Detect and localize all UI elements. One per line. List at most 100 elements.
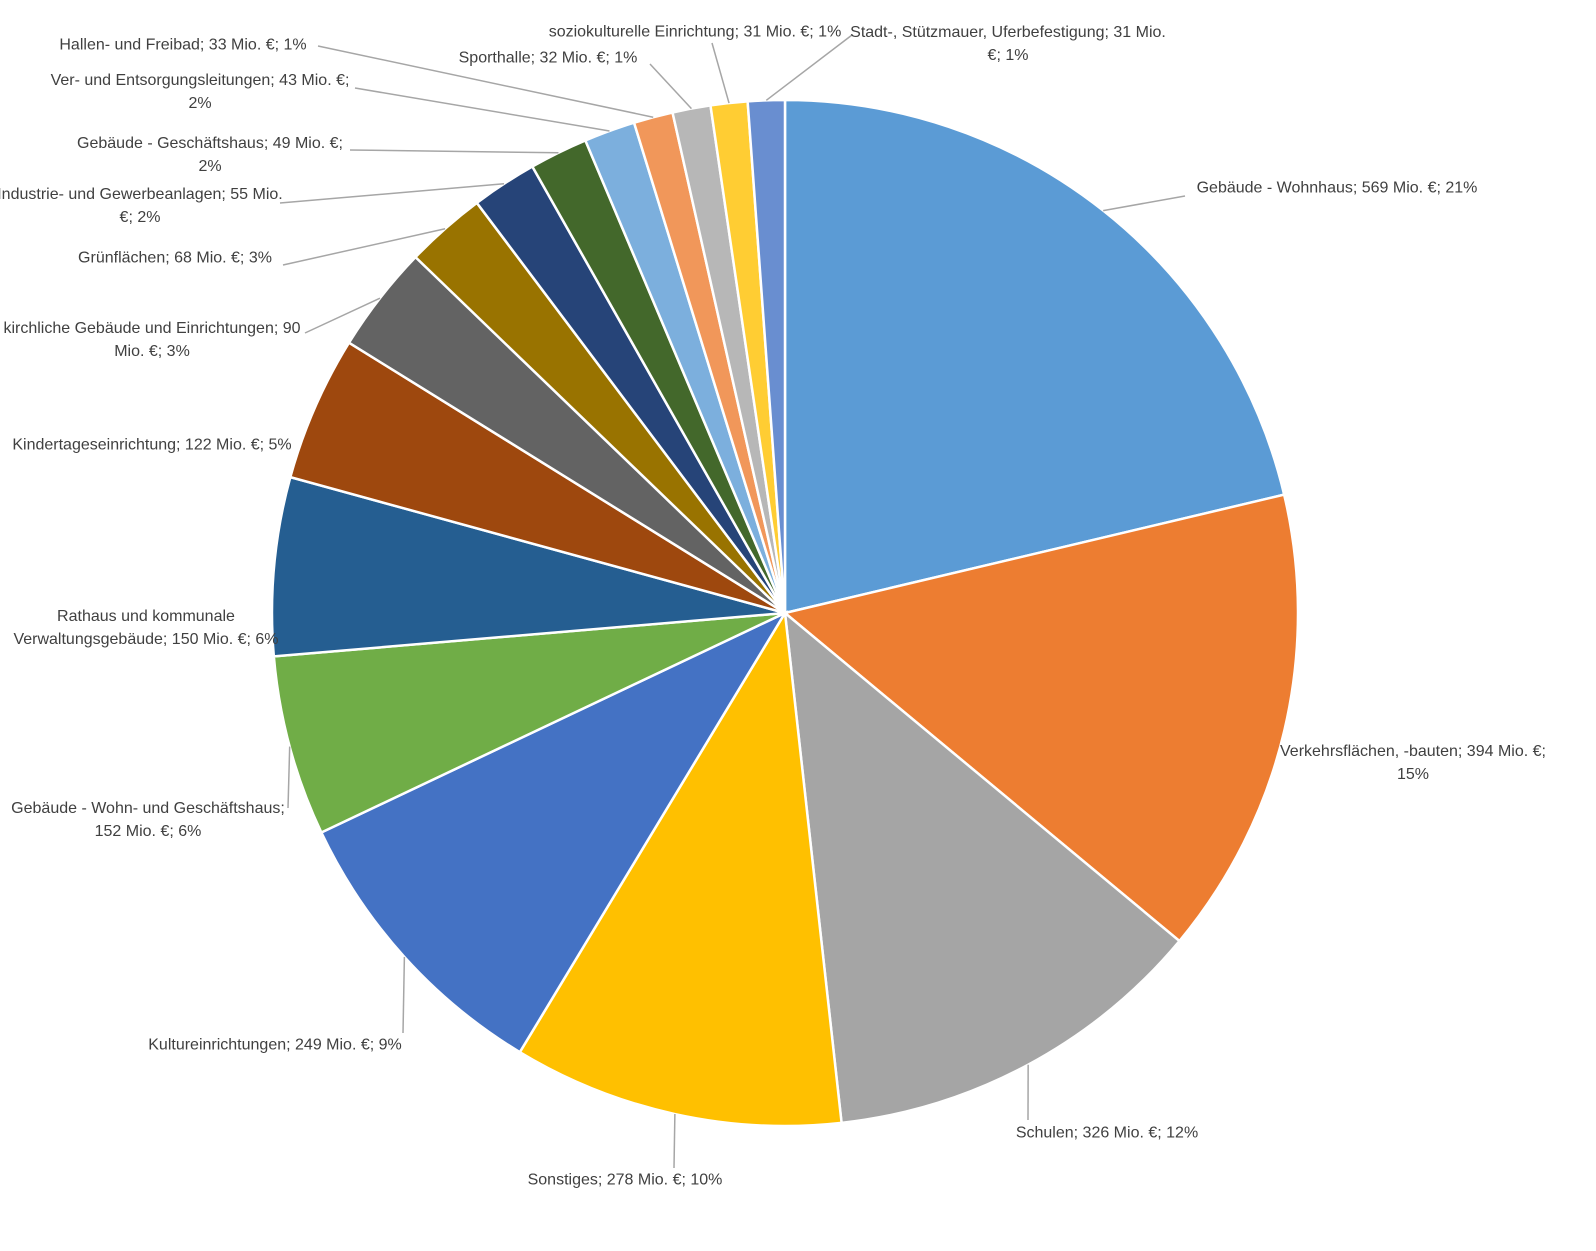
data-label: Hallen- und Freibad; 33 Mio. €; 1% <box>59 34 306 57</box>
label-sep: ; <box>597 1171 607 1189</box>
label-sep: ; <box>273 320 283 337</box>
label-name: kirchliche Gebäude und Einrichtungen <box>3 320 274 337</box>
label-value: 55 Mio. € <box>119 186 283 226</box>
label-value: 394 Mio. € <box>1466 743 1542 760</box>
label-name: Grünflächen <box>78 249 166 267</box>
data-label: Kindertageseinrichtung; 122 Mio. €; 5% <box>12 434 291 457</box>
label-name: Ver- und Entsorgungsleitungen <box>50 72 271 89</box>
label-sep: ; <box>157 343 167 360</box>
label-percent: 1% <box>283 36 307 54</box>
leader-line <box>402 956 406 1034</box>
leader-line <box>1103 195 1186 212</box>
label-sep: ; <box>369 1036 379 1054</box>
label-value: 249 Mio. € <box>295 1036 370 1054</box>
label-sep: ; <box>165 249 175 267</box>
label-value: 150 Mio. € <box>171 631 247 648</box>
label-sep: ; <box>1436 179 1446 197</box>
leader-line <box>673 1114 676 1169</box>
label-value: 33 Mio. € <box>208 36 275 54</box>
label-sep: ; <box>1073 1124 1083 1142</box>
label-sep: ; <box>996 47 1006 64</box>
label-sep: ; <box>1104 24 1114 41</box>
leader-line <box>279 183 505 204</box>
label-sep: ; <box>344 72 350 89</box>
data-label: Grünflächen; 68 Mio. €; 3% <box>78 247 272 270</box>
label-percent: 9% <box>378 1036 402 1054</box>
label-sep: ; <box>199 36 209 54</box>
label-sep: ; <box>259 436 269 454</box>
label-percent: 15% <box>1396 766 1430 783</box>
data-label: kirchliche Gebäude und Einrichtungen; 90… <box>2 317 302 363</box>
label-sep: ; <box>280 800 285 817</box>
label-percent: 3% <box>248 249 272 267</box>
label-name: Hallen- und Freibad <box>59 36 200 54</box>
label-percent: 21% <box>1445 179 1478 197</box>
label-value: 326 Mio. € <box>1082 1124 1158 1142</box>
pie-slice <box>783 610 1182 1125</box>
label-value: 152 Mio. € <box>94 823 170 840</box>
label-name: Sporthalle <box>458 49 531 67</box>
leader-line <box>282 228 446 266</box>
label-sep: ; <box>530 49 540 67</box>
data-label: Kultureinrichtungen; 249 Mio. €; 9% <box>148 1034 402 1057</box>
label-name: Schulen <box>1015 1124 1074 1142</box>
label-sep: ; <box>1157 1124 1167 1142</box>
pie-slice <box>782 493 1300 943</box>
label-sep: ; <box>239 249 249 267</box>
label-percent: 1% <box>614 49 638 67</box>
data-label: Schulen; 326 Mio. €; 12% <box>1016 1122 1198 1145</box>
label-value: 31 Mio. € <box>743 23 810 41</box>
pie-slice <box>783 98 1286 615</box>
data-label: Gebäude - Geschäftshaus; 49 Mio. €; 2% <box>65 132 355 178</box>
label-name: Industrie- und Gewerbeanlagen <box>0 186 222 203</box>
label-sep: ; <box>128 209 138 226</box>
label-sep: ; <box>1352 179 1362 197</box>
label-sep: ; <box>605 49 615 67</box>
leader-line <box>304 297 381 334</box>
label-sep: ; <box>263 135 273 152</box>
data-label: soziokulturelle Einrichtung; 31 Mio. €; … <box>549 21 842 44</box>
pie-slice <box>746 98 787 614</box>
label-sep: ; <box>681 1171 691 1189</box>
data-label: Verkehrsflächen, -bauten; 394 Mio. €; 15… <box>1263 740 1563 786</box>
data-label: Industrie- und Gewerbeanlagen; 55 Mio. €… <box>0 183 285 229</box>
label-name: Gebäude - Wohnhaus <box>1196 179 1353 197</box>
label-percent: 2% <box>188 95 212 112</box>
leader-line <box>349 149 559 154</box>
label-percent: 12% <box>1166 1124 1199 1142</box>
label-sep: ; <box>274 36 284 54</box>
label-name: Sonstiges <box>527 1171 598 1189</box>
label-value: 122 Mio. € <box>184 436 260 454</box>
label-sep: ; <box>734 23 744 41</box>
leader-line <box>649 63 692 110</box>
leader-line <box>354 87 610 132</box>
data-label: Sporthalle; 32 Mio. €; 1% <box>459 47 638 70</box>
leader-line <box>765 34 853 101</box>
label-sep: ; <box>338 135 343 152</box>
label-sep: ; <box>286 1036 296 1054</box>
label-name: Gebäude - Geschäftshaus <box>77 135 264 152</box>
label-percent: 10% <box>690 1171 723 1189</box>
label-value: 278 Mio. € <box>606 1171 682 1189</box>
data-label: Stadt-, Stützmauer, Uferbefestigung; 31 … <box>848 21 1168 67</box>
label-sep: ; <box>176 436 185 454</box>
label-percent: 3% <box>166 343 190 360</box>
data-label: Gebäude - Wohnhaus; 569 Mio. €; 21% <box>1197 177 1478 200</box>
data-label: Rathaus und kommunale Verwaltungsgebäude… <box>1 605 291 651</box>
label-name: Kultureinrichtungen <box>148 1036 287 1054</box>
label-sep: ; <box>809 23 819 41</box>
label-percent: 1% <box>818 23 842 41</box>
label-percent: 6% <box>178 823 202 840</box>
label-value: 32 Mio. € <box>539 49 606 67</box>
label-percent: 5% <box>268 436 292 454</box>
label-sep: ; <box>162 631 172 648</box>
leader-line <box>317 45 654 118</box>
label-name: Rathaus und kommunale Verwaltungsgebäude <box>13 608 235 648</box>
label-value: 43 Mio. € <box>279 72 345 89</box>
label-value: 49 Mio. € <box>272 135 339 152</box>
label-name: Verkehrsflächen, -bauten <box>1280 743 1458 760</box>
label-sep: ; <box>1541 743 1546 760</box>
label-name: Stadt-, Stützmauer, Uferbefestigung <box>850 24 1105 41</box>
